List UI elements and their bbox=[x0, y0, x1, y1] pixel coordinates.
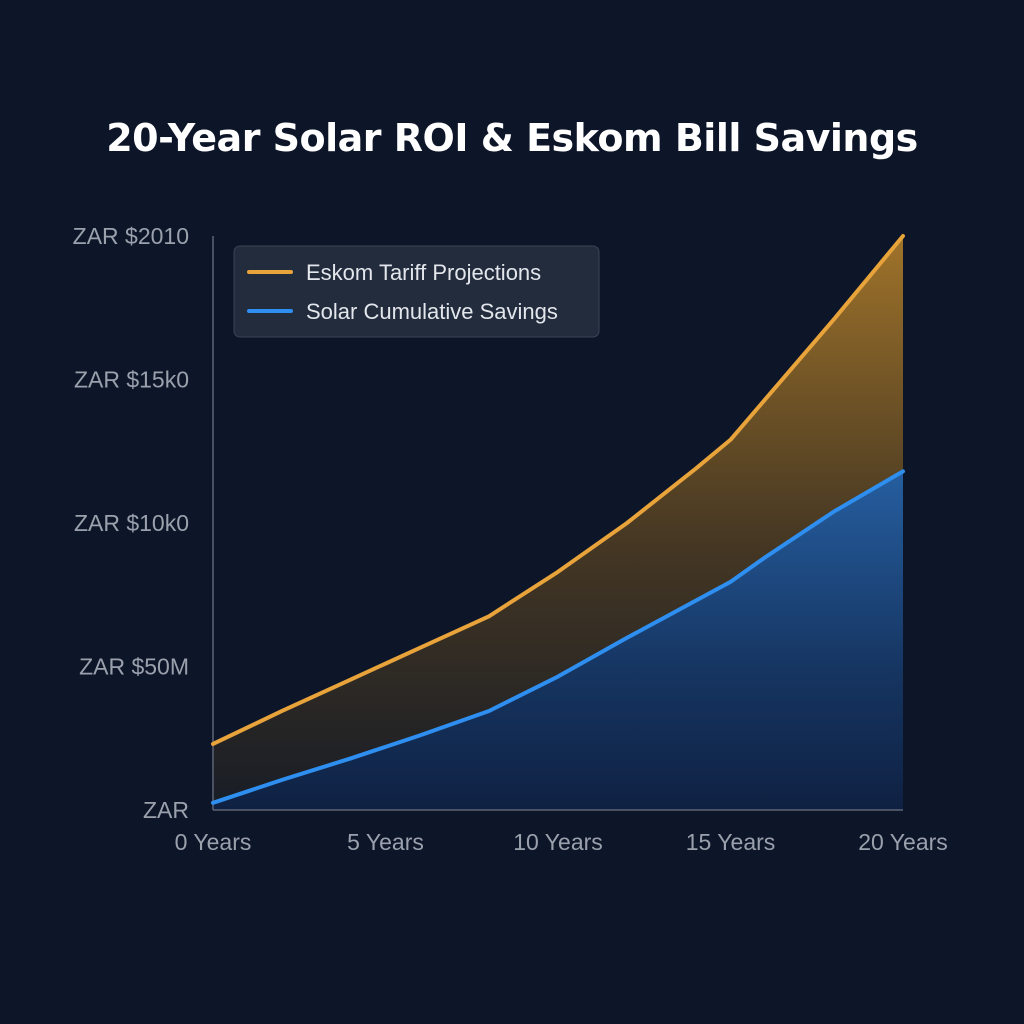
x-tick-label: 0 Years bbox=[175, 829, 252, 855]
legend-label-eskom: Eskom Tariff Projections bbox=[306, 260, 541, 285]
area-eskom-tariff bbox=[213, 236, 903, 803]
y-tick-labels: ZAR ZAR $50M ZAR $10k0 ZAR $15k0 ZAR $2010 bbox=[73, 223, 189, 823]
y-tick-label: ZAR $10k0 bbox=[74, 510, 189, 536]
legend-label-solar: Solar Cumulative Savings bbox=[306, 299, 558, 324]
x-tick-label: 20 Years bbox=[858, 829, 948, 855]
legend: Eskom Tariff Projections Solar Cumulativ… bbox=[233, 245, 600, 338]
y-tick-label: ZAR bbox=[143, 797, 189, 823]
y-tick-label: ZAR $2010 bbox=[73, 223, 189, 249]
x-tick-label: 10 Years bbox=[513, 829, 603, 855]
x-tick-label: 5 Years bbox=[347, 829, 424, 855]
y-tick-label: ZAR $15k0 bbox=[74, 367, 189, 393]
y-tick-label: ZAR $50M bbox=[79, 654, 189, 680]
chart-title: 20-Year Solar ROI & Eskom Bill Savings bbox=[106, 116, 918, 160]
x-tick-label: 15 Years bbox=[686, 829, 776, 855]
x-tick-labels: 0 Years 5 Years 10 Years 15 Years 20 Years bbox=[175, 829, 948, 855]
line-eskom-tariff bbox=[211, 234, 905, 746]
line-solar-savings bbox=[211, 469, 905, 805]
legend-box bbox=[233, 245, 600, 338]
area-solar-savings bbox=[213, 471, 903, 810]
